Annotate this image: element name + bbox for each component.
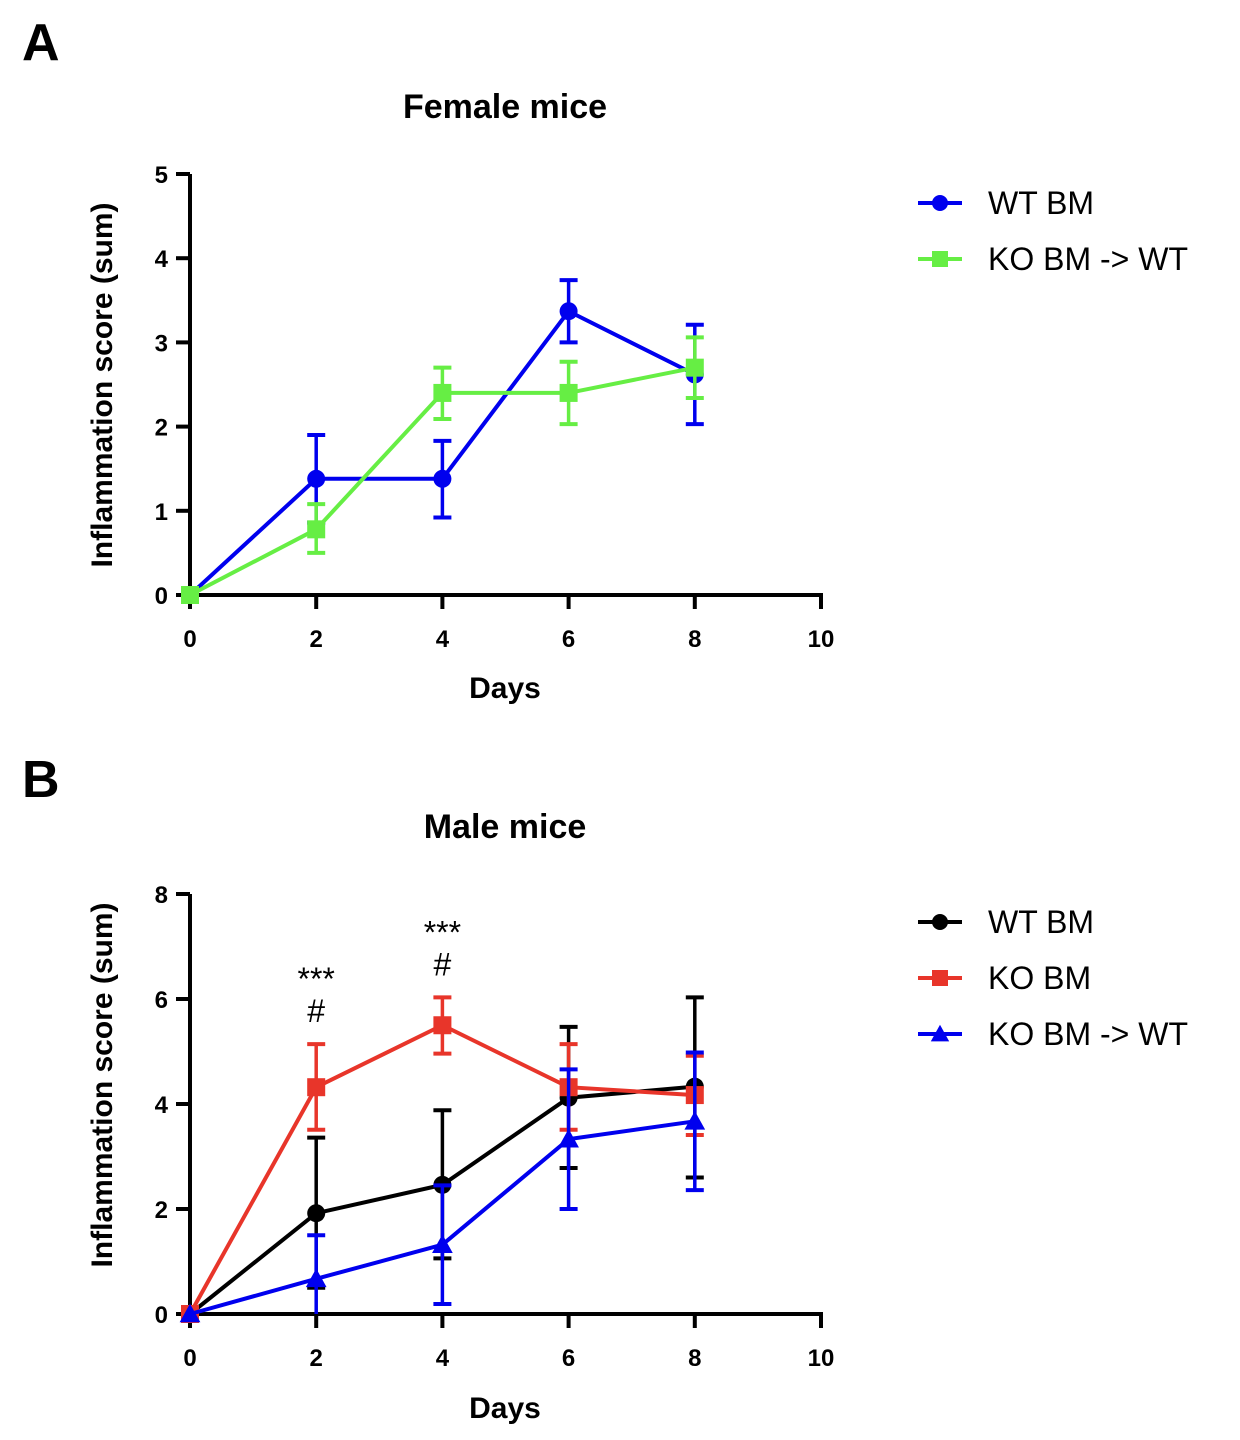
x-tick-label: 0: [183, 626, 196, 653]
axes-b: 0 2 4 6 8 0 2 4 6 8 10: [155, 882, 835, 1372]
x-tick-label: 8: [688, 1345, 701, 1372]
panel-letter-a: A: [22, 14, 60, 72]
axes-a: 0 1 2 3 4 5 0 2 4 6 8 10: [155, 162, 835, 653]
chart-title-a: Female mice: [403, 88, 607, 126]
y-tick-label: 4: [155, 246, 169, 273]
legend-item: KO BM -> WT: [918, 241, 1188, 277]
legend-label: WT BM: [988, 185, 1094, 221]
data-point: [433, 383, 452, 402]
legend-label: KO BM -> WT: [988, 241, 1188, 277]
y-tick-label: 8: [155, 882, 168, 909]
series-ko-bm-wt: [181, 335, 704, 604]
significance-stars: ***: [298, 961, 335, 997]
x-axis-label-a: Days: [469, 672, 541, 705]
chart-title-b: Male mice: [424, 808, 587, 846]
legend-marker-circle: [932, 914, 948, 930]
data-point: [559, 383, 578, 402]
x-tick-label: 4: [436, 1345, 450, 1372]
panel-letter-b: B: [22, 751, 60, 809]
y-tick-label: 0: [155, 583, 168, 610]
data-point: [433, 469, 452, 488]
legend-marker-square: [932, 970, 948, 986]
significance-hash: #: [434, 946, 452, 982]
y-tick-label: 1: [155, 499, 168, 526]
legend-marker-circle: [932, 195, 948, 211]
series-wt-bm: [181, 278, 704, 604]
y-tick-label: 3: [155, 330, 168, 357]
legend-item: WT BM: [918, 185, 1094, 221]
data-point: [684, 1110, 706, 1130]
y-axis-label-a: Inflammation score (sum): [86, 202, 119, 567]
y-axis-label-b: Inflammation score (sum): [86, 902, 119, 1267]
x-tick-label: 6: [562, 626, 575, 653]
data-point: [433, 1016, 452, 1035]
legend-item: KO BM: [918, 960, 1091, 996]
series-ko-bm-wt: [179, 1050, 706, 1323]
plot-area-b: #*** #***: [179, 914, 706, 1323]
data-point: [685, 358, 704, 377]
legend-label: KO BM -> WT: [988, 1016, 1188, 1052]
data-point: [179, 1303, 201, 1323]
x-tick-label: 6: [562, 1345, 575, 1372]
legend-label: WT BM: [988, 904, 1094, 940]
data-point: [307, 520, 326, 539]
y-tick-label: 2: [155, 415, 168, 442]
x-tick-label: 10: [808, 1345, 835, 1372]
data-point: [432, 1234, 453, 1253]
panel-a: A Female mice Days Inflammation score (s…: [22, 14, 1188, 705]
x-tick-label: 2: [310, 626, 323, 653]
legend-label: KO BM: [988, 960, 1091, 996]
legend-a: WT BM KO BM -> WT: [918, 185, 1188, 277]
significance-hash: #: [307, 993, 325, 1029]
y-tick-label: 5: [155, 162, 168, 189]
x-tick-label: 0: [183, 1345, 196, 1372]
data-point: [559, 302, 578, 321]
legend-item: KO BM -> WT: [918, 1016, 1188, 1052]
data-point: [307, 1078, 326, 1097]
x-tick-label: 10: [808, 626, 835, 653]
y-tick-label: 0: [155, 1302, 168, 1329]
data-point: [305, 1268, 327, 1288]
x-axis-label-b: Days: [469, 1392, 541, 1425]
legend-b: WT BM KO BM KO BM -> WT: [918, 904, 1188, 1052]
panel-b: B Male mice Days Inflammation score (sum…: [22, 751, 1188, 1425]
data-point: [307, 1204, 326, 1223]
data-point: [181, 586, 199, 604]
data-point: [558, 1128, 579, 1148]
y-tick-label: 4: [155, 1092, 169, 1119]
legend-marker-square: [932, 251, 948, 267]
significance-stars: ***: [424, 914, 461, 950]
legend-item: WT BM: [918, 904, 1094, 940]
y-tick-label: 6: [155, 987, 168, 1014]
plot-area-a: [181, 278, 704, 604]
x-tick-label: 2: [310, 1345, 323, 1372]
legend-marker-triangle: [930, 1024, 950, 1042]
data-point: [307, 469, 326, 488]
y-tick-label: 2: [155, 1197, 168, 1224]
x-tick-label: 4: [436, 626, 450, 653]
x-tick-label: 8: [688, 626, 701, 653]
